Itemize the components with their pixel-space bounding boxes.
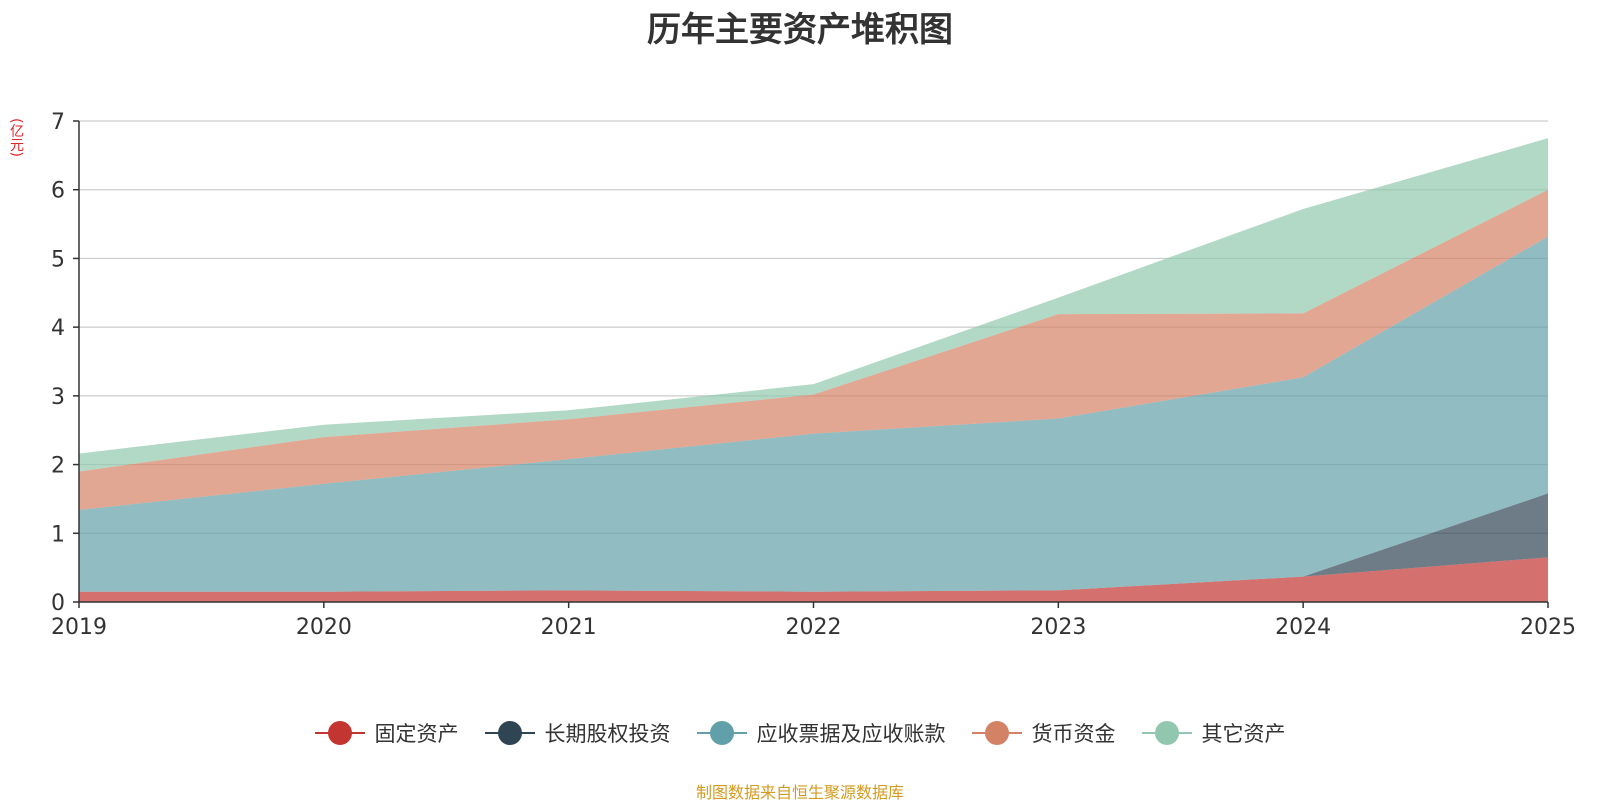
y-tick-label: 5: [51, 247, 65, 272]
y-tick-label: 7: [51, 110, 65, 135]
area-series-0[interactable]: [79, 557, 1548, 602]
x-tick-label: 2021: [541, 615, 597, 640]
legend-item-0[interactable]: 固定资产: [314, 718, 459, 748]
legend-label: 应收票据及应收账款: [756, 722, 946, 746]
data-source-note: 制图数据来自恒生聚源数据库: [695, 783, 904, 802]
legend-label: 长期股权投资: [544, 722, 671, 746]
y-tick-label: 2: [51, 454, 65, 479]
x-tick-label: 2020: [296, 615, 352, 640]
legend-marker-icon: [1141, 720, 1192, 746]
legend-label: 其它资产: [1201, 722, 1286, 746]
legend-marker-icon: [696, 720, 747, 746]
legend-marker-icon: [971, 720, 1022, 746]
x-tick-label: 2022: [786, 615, 842, 640]
x-tick-label: 2023: [1030, 615, 1086, 640]
legend-label: 固定资产: [374, 722, 459, 746]
area-series: [79, 138, 1548, 602]
legend-item-4[interactable]: 其它资产: [1141, 718, 1286, 748]
y-tick-label: 1: [51, 522, 65, 547]
x-tick-label: 2019: [51, 615, 107, 640]
area-chart: 0 1 2 3 4 5 6 7 2019 2020 2021 2022 2023 2024 2025: [51, 110, 1576, 640]
legend-item-1[interactable]: 长期股权投资: [484, 718, 671, 748]
y-tick-label: 6: [51, 179, 65, 204]
axes: 0 1 2 3 4 5 6 7 2019 2020 2021 2022 2023 2024 2025: [51, 110, 1576, 640]
y-axis-unit-label: (亿元): [8, 118, 24, 157]
legend-item-2[interactable]: 应收票据及应收账款: [696, 718, 946, 748]
chart-title: 历年主要资产堆积图: [647, 10, 953, 50]
x-tick-label: 2025: [1520, 615, 1576, 640]
x-tick-label: 2024: [1275, 615, 1331, 640]
legend: 固定资产 长期股权投资 应收票据及应收账款 货币资金 其它资产: [0, 718, 1600, 748]
y-tick-label: 4: [51, 316, 65, 341]
area-series-4[interactable]: [79, 138, 1548, 472]
legend-marker-icon: [314, 720, 365, 746]
y-tick-label: 3: [51, 385, 65, 410]
legend-item-3[interactable]: 货币资金: [971, 718, 1116, 748]
y-tick-label: 0: [51, 591, 65, 616]
legend-marker-icon: [484, 720, 535, 746]
area-series-3[interactable]: [79, 189, 1548, 510]
legend-label: 货币资金: [1031, 722, 1116, 746]
area-series-2[interactable]: [79, 236, 1548, 592]
